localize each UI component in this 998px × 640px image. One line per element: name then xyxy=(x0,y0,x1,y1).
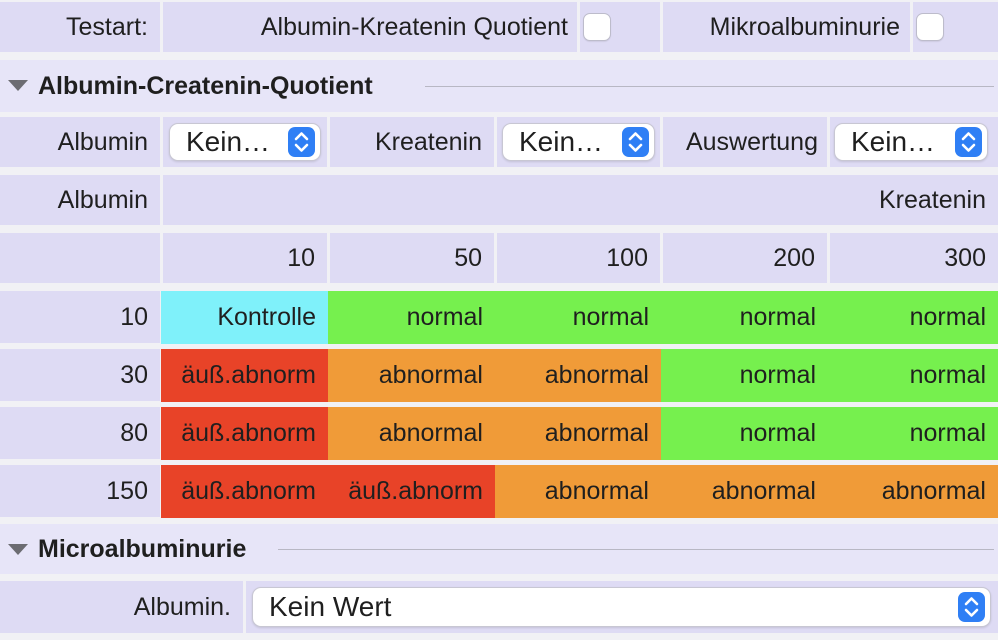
albumin-select-value: Kein… xyxy=(186,126,271,157)
albumin-selector-cell: Kein… xyxy=(163,117,327,167)
albumin-selector-label: Albumin xyxy=(0,117,160,167)
section-title: Albumin-Createnin-Quotient xyxy=(38,72,373,100)
row-header: 10 xyxy=(0,291,160,343)
testart-label: Testart: xyxy=(0,2,160,52)
option-mikroalbuminurie-label: Mikroalbuminurie xyxy=(663,2,910,52)
section-divider xyxy=(425,86,994,87)
section-header-microalbuminurie[interactable]: Microalbuminurie xyxy=(0,524,998,574)
matrix-cell: normal xyxy=(828,407,998,460)
column-header: 50 xyxy=(330,233,494,283)
matrix-cell: äuß.abnorm xyxy=(161,465,328,518)
auswertung-select-value: Kein… xyxy=(851,126,936,157)
column-header: 200 xyxy=(663,233,827,283)
matrix-cell: abnormal xyxy=(495,407,661,460)
matrix-cell: äuß.abnorm xyxy=(328,465,495,518)
matrix-cell: normal xyxy=(828,349,998,402)
matrix-col-axis-label: Kreatenin xyxy=(163,175,998,225)
mikroalbuminurie-checkbox[interactable] xyxy=(916,13,944,41)
disclosure-triangle-icon[interactable] xyxy=(8,544,28,555)
matrix-corner-cell xyxy=(0,233,160,283)
auswertung-selector-cell: Kein… xyxy=(830,117,998,167)
auswertung-selector-label: Auswertung xyxy=(663,117,827,167)
matrix-cell: abnormal xyxy=(495,349,661,402)
option-mikroalbuminurie-cell xyxy=(913,2,998,52)
option-albumin-kreatenin-label: Albumin-Kreatenin Quotient xyxy=(163,2,577,52)
up-down-chevron-icon xyxy=(955,127,982,157)
auswertung-select[interactable]: Kein… xyxy=(834,123,988,161)
albumin-select[interactable]: Kein… xyxy=(169,123,321,161)
matrix-row-axis-label: Albumin xyxy=(0,175,160,225)
row-header: 150 xyxy=(0,465,160,517)
kreatenin-selector-label: Kreatenin xyxy=(330,117,494,167)
micro-albumin-select[interactable]: Kein Wert xyxy=(252,587,991,627)
matrix-cell: Kontrolle xyxy=(161,291,328,344)
up-down-chevron-icon xyxy=(622,127,649,157)
section-divider xyxy=(278,549,994,550)
matrix-cell: normal xyxy=(828,291,998,344)
matrix-cell: abnormal xyxy=(661,465,828,518)
matrix-cell: normal xyxy=(495,291,661,344)
up-down-chevron-icon xyxy=(958,592,985,622)
matrix-cell: normal xyxy=(328,291,495,344)
micro-albumin-select-value: Kein Wert xyxy=(269,591,392,622)
kreatenin-selector-cell: Kein… xyxy=(497,117,660,167)
matrix-cell: abnormal xyxy=(328,407,495,460)
option-albumin-kreatenin-cell xyxy=(580,2,660,52)
matrix-cell: normal xyxy=(661,291,828,344)
column-header: 10 xyxy=(163,233,327,283)
column-header: 300 xyxy=(830,233,998,283)
micro-albumin-cell: Kein Wert xyxy=(246,581,998,633)
albumin-kreatenin-checkbox[interactable] xyxy=(583,13,611,41)
matrix-cell: normal xyxy=(661,349,828,402)
section-header-albumin-createnin-quotient[interactable]: Albumin-Createnin-Quotient xyxy=(0,60,998,112)
section-title: Microalbuminurie xyxy=(38,535,247,563)
row-header: 30 xyxy=(0,349,160,401)
matrix-cell: abnormal xyxy=(328,349,495,402)
matrix-cell: abnormal xyxy=(495,465,661,518)
kreatenin-select-value: Kein… xyxy=(519,126,604,157)
up-down-chevron-icon xyxy=(288,127,315,157)
row-header: 80 xyxy=(0,407,160,459)
matrix-cell: äuß.abnorm xyxy=(161,407,328,460)
kreatenin-select[interactable]: Kein… xyxy=(502,123,655,161)
matrix-cell: äuß.abnorm xyxy=(161,349,328,402)
matrix-cell: abnormal xyxy=(828,465,998,518)
matrix-cell: normal xyxy=(661,407,828,460)
micro-albumin-label: Albumin. xyxy=(0,581,243,633)
disclosure-triangle-icon[interactable] xyxy=(8,80,28,91)
column-header: 100 xyxy=(497,233,660,283)
